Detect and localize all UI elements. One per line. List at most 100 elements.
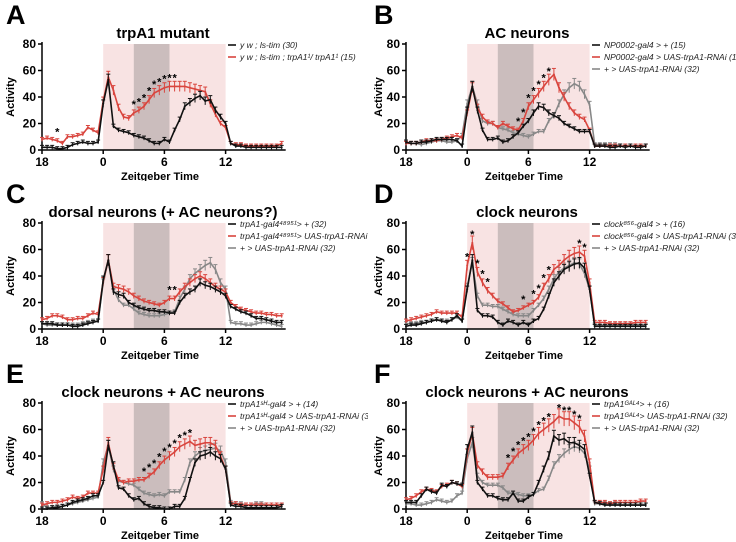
data-point [532, 301, 535, 304]
significance-star: * [542, 72, 547, 84]
data-point [66, 135, 69, 138]
x-tick-label: 12 [219, 155, 233, 169]
panel-d: D 0 20 40 60 80 18 0 6 12 Activity Zeitgeber Time cl… [368, 179, 736, 360]
data-point [239, 145, 242, 148]
data-point [112, 89, 115, 92]
data-point [97, 494, 100, 497]
data-point [132, 480, 135, 483]
data-point [76, 317, 79, 320]
y-tick-label: 40 [387, 269, 401, 283]
panel-letter: D [374, 179, 394, 209]
data-point [163, 86, 166, 89]
x-tick-label: 12 [583, 155, 597, 169]
data-point [593, 145, 596, 148]
data-point [143, 478, 145, 481]
data-point [522, 125, 525, 128]
data-point [501, 486, 504, 489]
data-point [255, 317, 258, 320]
data-point [491, 476, 494, 479]
data-point [127, 304, 130, 307]
data-point [163, 508, 166, 510]
data-point [512, 135, 515, 138]
y-tick-label: 40 [23, 90, 37, 104]
y-tick-label: 0 [393, 322, 400, 336]
data-point [265, 506, 268, 509]
data-point [558, 275, 560, 277]
data-point [430, 313, 433, 316]
data-point [420, 490, 423, 493]
data-point [450, 500, 453, 503]
x-tick-label: 0 [464, 155, 471, 169]
data-point [537, 296, 540, 299]
data-point [122, 115, 125, 118]
data-point [66, 504, 69, 507]
data-point [558, 457, 560, 460]
data-point [127, 301, 130, 304]
data-point [578, 444, 581, 447]
data-point [224, 468, 227, 471]
data-point [573, 252, 576, 255]
x-tick-label: 0 [464, 514, 471, 528]
data-point [507, 465, 509, 468]
data-point [619, 325, 622, 328]
chart-title: trpA1 mutant [116, 25, 209, 42]
data-point [204, 264, 207, 267]
significance-star: * [465, 251, 470, 263]
data-point [598, 145, 601, 148]
significance-star: * [172, 438, 177, 450]
significance-star: * [470, 229, 475, 241]
data-point [476, 109, 479, 112]
data-point [260, 146, 263, 149]
data-point [148, 314, 151, 317]
data-point [188, 86, 191, 89]
significance-star: * [480, 269, 485, 281]
data-point [583, 448, 586, 451]
data-point [219, 290, 222, 293]
data-point [275, 146, 278, 149]
data-point [158, 142, 161, 145]
data-point [117, 293, 120, 296]
data-point [547, 294, 550, 297]
data-point [280, 146, 283, 149]
data-point [547, 78, 550, 81]
data-point [573, 421, 576, 424]
data-point [168, 508, 171, 510]
significance-star: * [183, 430, 188, 442]
significance-star: * [521, 294, 526, 306]
data-point [46, 146, 49, 149]
chart-title: dorsal neurons (+ AC neurons?) [48, 204, 277, 221]
data-point [97, 320, 100, 323]
data-point [425, 141, 428, 144]
data-point [204, 90, 207, 93]
data-point [491, 305, 494, 308]
data-point [178, 297, 181, 300]
significance-star: * [137, 96, 142, 108]
data-point [102, 481, 105, 484]
data-point [568, 105, 571, 108]
x-tick-label: 6 [161, 514, 168, 528]
data-point [245, 146, 247, 149]
legend-label: trpA1ˢᴴ-gal4 > UAS-trpA1-RNAi (31) [240, 411, 368, 421]
data-point [634, 325, 637, 328]
data-point [486, 476, 489, 479]
data-point [440, 320, 443, 323]
data-point [440, 500, 443, 503]
data-point [619, 145, 622, 148]
data-point [456, 494, 458, 497]
data-point [41, 138, 43, 141]
data-point [435, 492, 438, 495]
data-point [92, 497, 94, 500]
data-point [547, 477, 550, 480]
data-point [450, 141, 453, 144]
data-point [430, 490, 433, 493]
data-point [542, 428, 545, 431]
y-tick-label: 80 [23, 216, 37, 230]
data-point [435, 138, 438, 141]
data-point [445, 501, 448, 504]
x-tick-label: 18 [35, 334, 49, 348]
data-point [420, 143, 423, 146]
data-point [440, 138, 443, 141]
panel-letter: B [374, 0, 394, 30]
data-point [178, 118, 181, 121]
